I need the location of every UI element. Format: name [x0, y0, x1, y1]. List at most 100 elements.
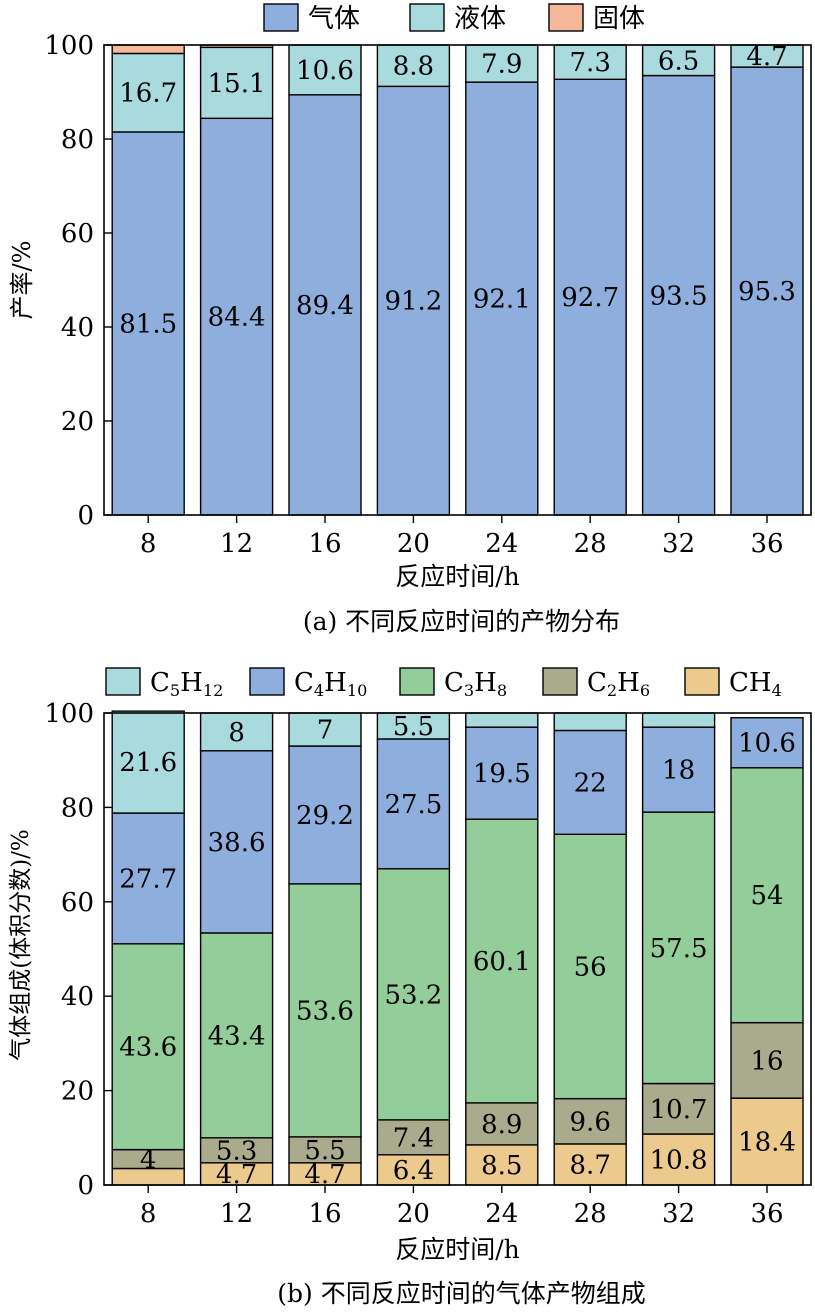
data-label: 95.3	[738, 277, 796, 307]
bar-segment	[553, 729, 627, 836]
legend-label: 固体	[593, 4, 645, 34]
bar-segment	[288, 745, 362, 885]
data-label: 16	[750, 1046, 783, 1076]
data-label: 10.8	[650, 1146, 708, 1176]
bar-segment	[730, 66, 804, 516]
data-label: 6.5	[658, 46, 699, 76]
x-tick-label: 16	[308, 1199, 341, 1229]
legend-text-part: H	[617, 668, 640, 698]
legend-text-part: C	[444, 668, 464, 698]
x-tick-label: 32	[662, 1199, 695, 1229]
data-label: 93.5	[650, 281, 708, 311]
data-label: 84.4	[208, 303, 266, 333]
data-label: 89.4	[296, 291, 354, 321]
x-tick-label: 36	[750, 529, 783, 559]
y-tick-label: 60	[61, 219, 94, 249]
data-label: 15.1	[208, 69, 266, 99]
data-label: 5.5	[304, 1136, 345, 1166]
x-tick-label: 12	[220, 529, 253, 559]
bar-segment	[553, 78, 627, 516]
bar-segment	[465, 712, 539, 728]
x-tick-label: 36	[750, 1199, 783, 1229]
legend-label: 液体	[454, 4, 506, 34]
data-label: 8.8	[393, 52, 434, 82]
x-tick-label: 28	[574, 1199, 607, 1229]
data-label: 7	[317, 716, 334, 746]
data-label: 5.3	[216, 1136, 257, 1166]
data-label: 8	[228, 718, 245, 748]
bar-segment	[376, 1119, 451, 1156]
legend-swatch	[684, 667, 720, 696]
y-tick-label: 20	[61, 407, 94, 437]
data-label: 43.6	[119, 1033, 177, 1063]
legend-text-part: H	[180, 668, 203, 698]
data-label: 21.6	[119, 748, 177, 778]
x-tick-label: 12	[220, 1199, 253, 1229]
data-label: 53.6	[296, 996, 354, 1026]
legend-text-part: 3	[464, 681, 474, 700]
legend-text-part: CH	[729, 668, 772, 698]
legend-swatch	[105, 667, 141, 696]
data-label: 19.5	[473, 759, 531, 789]
bar-segment	[199, 750, 274, 934]
bar-segment	[376, 868, 451, 1121]
bar-segment	[111, 52, 185, 133]
legend-swatch	[548, 3, 584, 32]
y-axis-label: 产率/%	[8, 241, 36, 320]
bar-segment	[288, 883, 362, 1138]
bar-segment	[730, 1097, 804, 1186]
bar-segment	[111, 44, 185, 55]
y-tick-label: 80	[61, 125, 94, 155]
bar-segment	[288, 1136, 362, 1164]
x-axis-label: 反应时间/h	[395, 1235, 520, 1264]
x-tick-label: 16	[308, 529, 341, 559]
bar-segment	[111, 943, 185, 1151]
legend-label: 气体	[308, 4, 360, 34]
bar-segment	[288, 44, 362, 96]
bar-segment	[288, 712, 362, 747]
data-label: 10.6	[296, 56, 354, 86]
legend-text-part: C	[294, 668, 314, 698]
y-tick-label: 0	[77, 1171, 94, 1201]
plot-frame	[103, 712, 812, 1186]
y-tick-label: 40	[61, 313, 94, 343]
bar-segment	[199, 932, 274, 1139]
bar-segment	[553, 44, 627, 81]
bar-segment	[641, 44, 716, 77]
bar-segment	[553, 833, 627, 1100]
y-tick-label: 60	[61, 888, 94, 918]
legend-text-part: 4	[772, 681, 782, 700]
bar-segment	[730, 717, 804, 769]
data-label: 91.2	[384, 287, 442, 317]
legend-text-part: 5	[170, 681, 180, 700]
x-tick-label: 24	[485, 529, 518, 559]
data-label: 7.3	[570, 48, 611, 78]
legend-text-part: 6	[640, 681, 650, 700]
x-axis-label: 反应时间/h	[395, 562, 520, 591]
x-tick-label: 24	[485, 1199, 518, 1229]
data-label: 8.5	[481, 1151, 522, 1181]
data-label: 53.2	[384, 980, 442, 1010]
bar-segment	[376, 85, 451, 516]
data-label: 8.7	[570, 1150, 611, 1180]
y-tick-label: 0	[77, 501, 94, 531]
bar-segment	[641, 726, 716, 813]
data-label: 81.5	[119, 309, 177, 339]
bar-segment	[641, 811, 716, 1085]
data-label: 92.7	[561, 283, 619, 313]
data-label: 27.7	[119, 864, 177, 894]
bar-segment	[111, 812, 185, 945]
bar-segment	[376, 44, 451, 88]
data-label: 10.7	[650, 1095, 708, 1125]
data-label: 4	[140, 1145, 157, 1175]
legend-text-part: C	[587, 668, 607, 698]
data-label: 8.9	[481, 1110, 522, 1140]
x-tick-label: 20	[397, 529, 430, 559]
legend-text-part: 12	[203, 681, 224, 700]
legend-label: C5H12	[150, 668, 223, 700]
y-tick-label: 100	[44, 31, 94, 61]
data-label: 10.6	[738, 729, 796, 759]
legend-label: C4H10	[294, 668, 367, 700]
bar-segment	[641, 712, 716, 728]
data-label: 18.4	[738, 1128, 796, 1158]
